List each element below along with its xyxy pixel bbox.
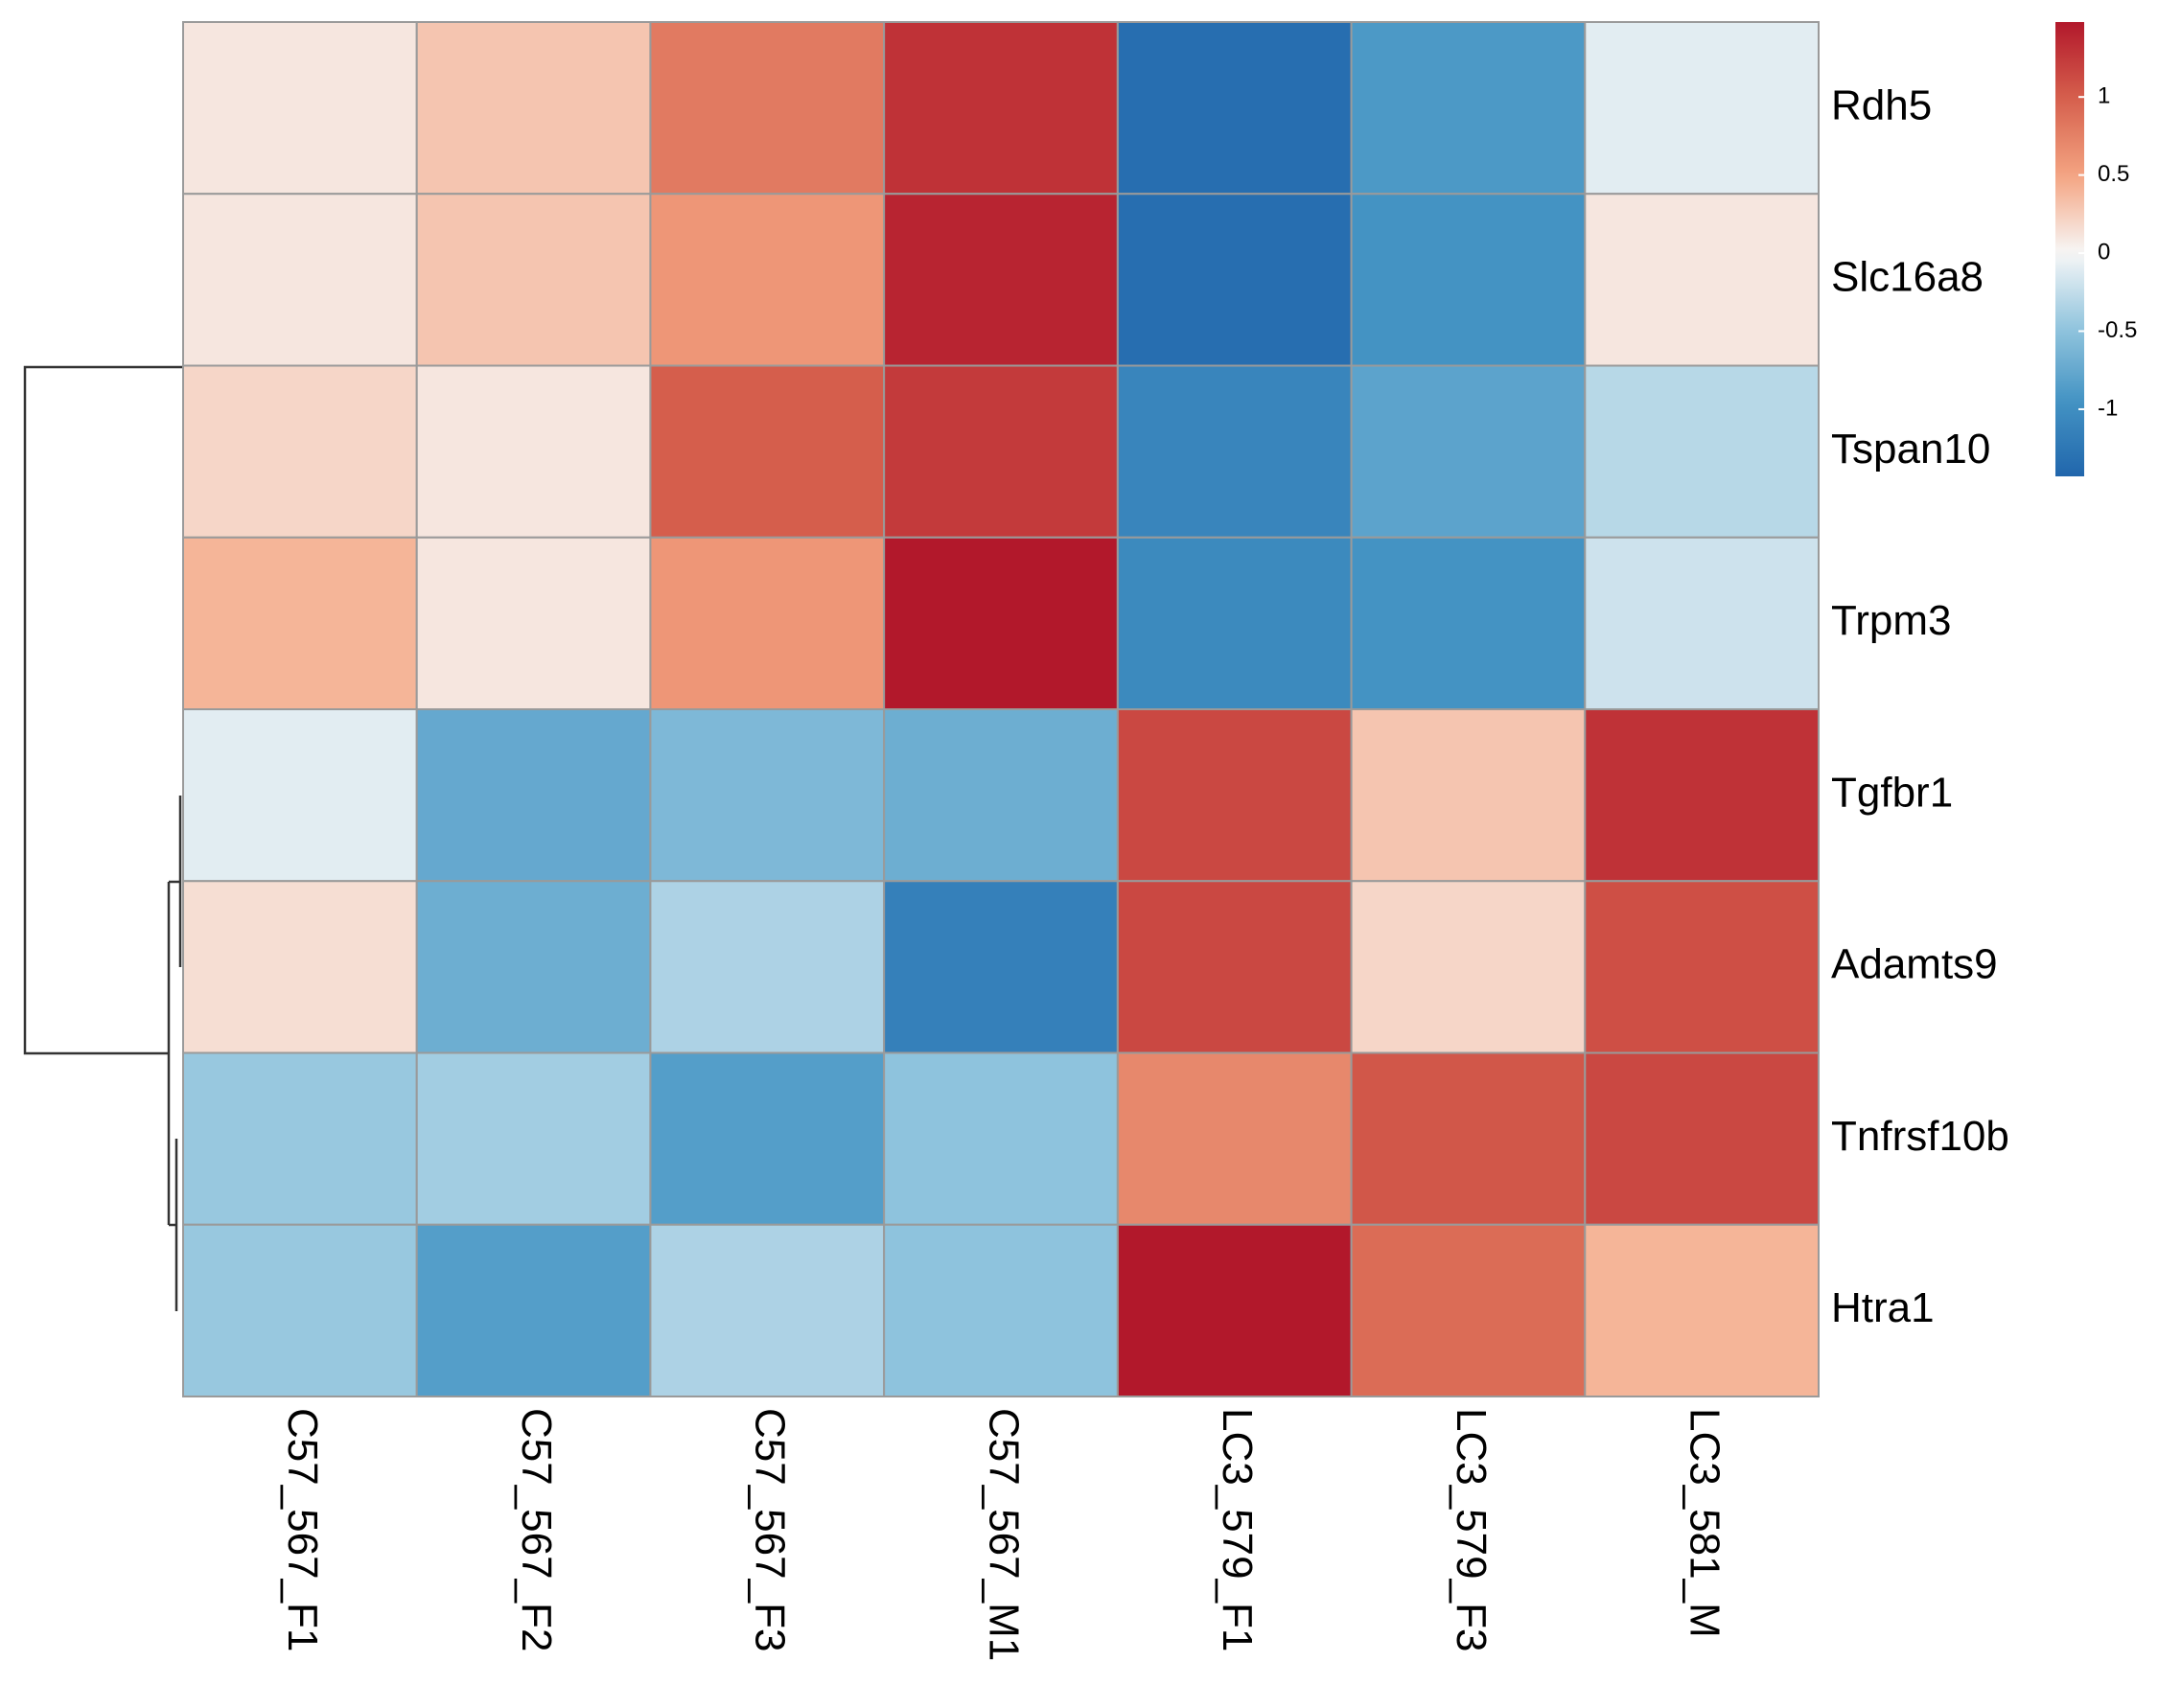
- heatmap-cell: [182, 1223, 418, 1397]
- row-label: Trpm3: [1831, 597, 1952, 644]
- heatmap-cell: [1116, 1051, 1353, 1226]
- column-label: LC3_581_M: [1682, 1408, 1729, 1638]
- heatmap-cell: [182, 536, 418, 710]
- heatmap-cell: [1350, 193, 1587, 367]
- heatmap-cell: [1584, 708, 1821, 883]
- heatmap-cell: [1116, 880, 1353, 1054]
- heatmap-cell: [1350, 536, 1587, 710]
- column-label: C57_567_F3: [747, 1408, 794, 1651]
- heatmap-cell: [415, 1223, 652, 1397]
- heatmap-cell: [649, 708, 886, 883]
- heatmap-cell: [415, 1051, 652, 1226]
- colorbar-tick-label: 0: [2098, 239, 2110, 265]
- heatmap-cell: [883, 1051, 1119, 1226]
- heatmap-cell: [649, 1051, 886, 1226]
- heatmap-cell: [1584, 1223, 1821, 1397]
- column-label: LC3_579_F3: [1448, 1408, 1495, 1651]
- heatmap-cell: [883, 364, 1119, 539]
- heatmap-cell: [1350, 880, 1587, 1054]
- column-label: C57_567_M1: [980, 1408, 1027, 1661]
- row-label: Rdh5: [1831, 81, 1932, 128]
- heatmap-cell: [1350, 364, 1587, 539]
- heatmap-cell: [1116, 708, 1353, 883]
- heatmap-cell: [1584, 536, 1821, 710]
- heatmap-cell: [182, 193, 418, 367]
- heatmap-cell: [883, 536, 1119, 710]
- row-label: Tgfbr1: [1831, 769, 1953, 816]
- heatmap-cell: [182, 708, 418, 883]
- heatmap-cell: [649, 21, 886, 196]
- heatmap-cell: [1350, 1223, 1587, 1397]
- heatmap-cell: [1116, 1223, 1353, 1397]
- heatmap-cell: [1584, 364, 1821, 539]
- heatmap-cell: [883, 21, 1119, 196]
- heatmap-cell: [649, 536, 886, 710]
- heatmap-cell: [649, 193, 886, 367]
- heatmap-cell: [182, 364, 418, 539]
- heatmap-cell: [649, 1223, 886, 1397]
- heatmap-cell: [415, 708, 652, 883]
- heatmap-cell: [182, 880, 418, 1054]
- heatmap-cell: [1350, 21, 1587, 196]
- heatmap-cell: [415, 193, 652, 367]
- heatmap-cell: [883, 880, 1119, 1054]
- heatmap-cell: [1116, 536, 1353, 710]
- column-label: C57_567_F1: [279, 1408, 326, 1651]
- colorbar: [2055, 22, 2084, 476]
- heatmap-cell: [1584, 193, 1821, 367]
- heatmap-cell: [1584, 880, 1821, 1054]
- heatmap-cell: [1350, 1051, 1587, 1226]
- column-label: C57_567_F2: [513, 1408, 560, 1651]
- heatmap-cell: [649, 880, 886, 1054]
- heatmap-cell: [1116, 193, 1353, 367]
- heatmap-cell: [1116, 21, 1353, 196]
- heatmap-cell: [1350, 708, 1587, 883]
- heatmap-cell: [1116, 364, 1353, 539]
- row-label: Tnfrsf10b: [1831, 1113, 2009, 1160]
- heatmap-cell: [415, 536, 652, 710]
- row-label: Tspan10: [1831, 426, 1990, 473]
- colorbar-tick-label: 0.5: [2098, 161, 2129, 187]
- heatmap-cell: [182, 21, 418, 196]
- heatmap-cell: [415, 880, 652, 1054]
- heatmap-cell: [415, 21, 652, 196]
- row-dendrogram: [23, 107, 186, 1311]
- heatmap-cell: [883, 708, 1119, 883]
- heatmap-cell: [1584, 1051, 1821, 1226]
- heatmap-cell: [649, 364, 886, 539]
- heatmap-cell: [883, 1223, 1119, 1397]
- column-label: LC3_579_F1: [1214, 1408, 1261, 1651]
- colorbar-tick-label: -1: [2098, 395, 2118, 421]
- row-label: Htra1: [1831, 1284, 1935, 1331]
- heatmap-cell: [1584, 21, 1821, 196]
- heatmap-cell: [182, 1051, 418, 1226]
- heatmap-cell: [883, 193, 1119, 367]
- row-label: Slc16a8: [1831, 254, 1984, 301]
- colorbar-tick-label: 1: [2098, 83, 2110, 109]
- row-label: Adamts9: [1831, 941, 1998, 988]
- heatmap-cell: [415, 364, 652, 539]
- colorbar-tick-label: -0.5: [2098, 317, 2137, 343]
